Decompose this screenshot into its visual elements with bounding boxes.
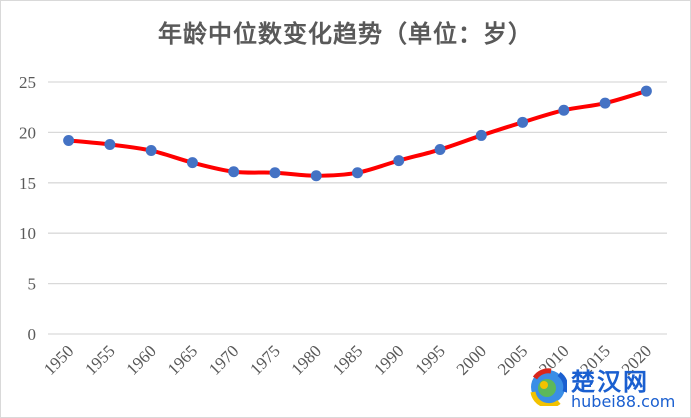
data-point-marker [310,170,322,182]
y-tick-label: 0 [28,325,37,344]
x-tick-label: 1965 [164,341,201,378]
data-point-marker [352,167,363,179]
y-tick-label: 5 [28,275,37,294]
data-point-marker [145,145,157,157]
series-markers [63,85,652,182]
x-tick-label: 1970 [205,341,242,378]
x-tick-label: 2000 [453,341,490,378]
watermark-cn: 楚汉网 [571,368,649,396]
data-point-marker [393,155,405,167]
series-line [66,89,649,178]
x-tick-label: 1950 [40,341,77,378]
x-tick-label: 1955 [81,341,118,378]
globe-logo-icon [530,368,567,406]
x-tick-label: 2005 [494,341,531,378]
data-point-marker [558,104,570,116]
x-tick-label: 1985 [329,341,366,378]
data-point-marker [475,129,487,141]
x-tick-label: 1995 [411,341,448,378]
x-tick-label: 1990 [370,341,407,378]
x-tick-label: 1960 [123,341,160,378]
y-axis-ticks: 0 5 10 15 20 25 [19,73,36,344]
data-point-marker [186,157,198,169]
y-tick-label: 10 [19,224,36,243]
data-point-marker [228,166,240,178]
y-tick-label: 20 [19,123,36,142]
data-point-marker [599,97,611,109]
y-tick-label: 15 [19,174,36,193]
watermark: 楚汉网 hubei88.com [527,362,687,414]
watermark-en: hubei88.com [571,392,676,411]
x-tick-label: 1975 [246,341,283,378]
data-point-marker [269,167,281,179]
data-point-marker [434,144,446,156]
y-tick-label: 25 [19,73,36,92]
gridlines [48,81,667,335]
x-tick-label: 1980 [288,341,325,378]
data-point-marker [640,85,652,97]
data-point-marker [104,138,116,150]
chart-title: 年龄中位数变化趋势（单位：岁） [158,19,533,48]
data-point-marker [63,134,75,146]
data-point-marker [517,116,529,128]
